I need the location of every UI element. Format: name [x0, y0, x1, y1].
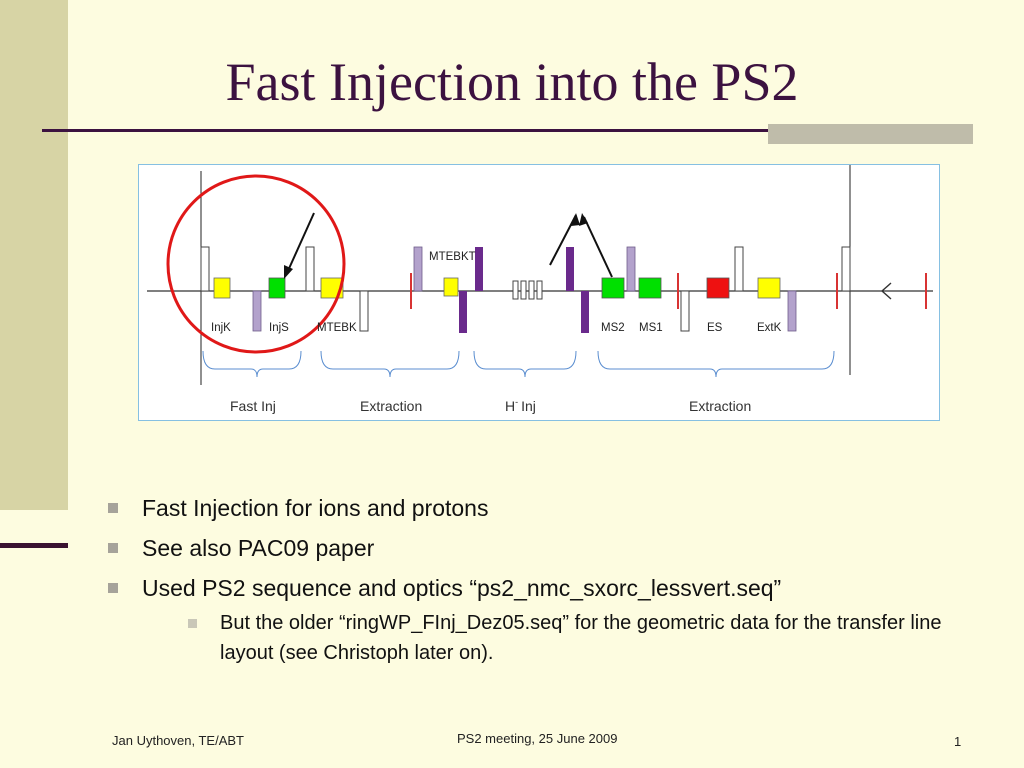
side-decoration-strip: [0, 0, 68, 510]
brace-h-inj: [473, 350, 577, 378]
magnet-white: [680, 290, 690, 332]
bullet-square-icon: [108, 543, 118, 553]
extraction-arrow-left: [549, 214, 577, 266]
magnet-purple: [566, 247, 574, 291]
fast-injection-highlight-circle: [166, 174, 346, 354]
label-mtebkt: MTEBKT: [429, 251, 476, 263]
magnet-white: [359, 290, 369, 332]
magnet-purple: [475, 247, 483, 291]
bullet-item: Fast Injection for ions and protons: [108, 488, 988, 528]
sub-bullet-square-icon: [188, 619, 197, 628]
title-rule: [42, 129, 972, 132]
stripper-element: [536, 280, 543, 300]
element-injs: [268, 277, 286, 299]
magnet-white: [305, 246, 315, 292]
label-injk: InjK: [211, 322, 231, 334]
injection-arrow-head: [284, 265, 293, 279]
bullet-square-icon: [108, 503, 118, 513]
side-decoration-line: [0, 543, 68, 548]
footer-author: Jan Uythoven, TE/ABT: [112, 733, 244, 748]
magnet-white: [734, 246, 744, 292]
stripper-element: [528, 280, 535, 300]
section-label-h-inj-prefix: H: [505, 398, 515, 414]
slide-title: Fast Injection into the PS2: [225, 52, 799, 112]
element-ms1: [638, 277, 662, 299]
beamline-diagram: InjK InjS MTEBK MTEBKT MS2 MS1 ES ExtK F…: [138, 164, 940, 421]
sub-bullet-item: But the older “ringWP_FInj_Dez05.seq” fo…: [188, 608, 988, 668]
element-ms2: [601, 277, 625, 299]
label-ms1: MS1: [639, 322, 663, 334]
magnet-lavender: [413, 246, 423, 292]
label-extk: ExtK: [757, 322, 782, 334]
stripper-element: [520, 280, 527, 300]
magnet-purple: [459, 291, 467, 333]
element-injk: [213, 277, 231, 299]
section-label-fast-inj: Fast Inj: [230, 398, 276, 414]
footer-page-number: 1: [954, 734, 962, 749]
magnet-lavender: [252, 290, 262, 332]
beam-direction-arrow: [880, 282, 892, 300]
stripper-element: [512, 280, 519, 300]
extraction-arrow-right-head: [579, 213, 588, 226]
extraction-arrow-right: [583, 216, 613, 278]
brace-extraction-1: [320, 350, 460, 378]
bullet-square-icon: [108, 583, 118, 593]
element-mtebkt: [443, 277, 459, 297]
title-rule-accent: [768, 124, 973, 144]
label-es: ES: [707, 322, 723, 334]
section-label-extraction-2: Extraction: [689, 398, 751, 414]
section-label-extraction-1: Extraction: [360, 398, 422, 414]
magnet-white: [200, 246, 210, 292]
bullet-item: Used PS2 sequence and optics “ps2_nmc_sx…: [108, 568, 988, 668]
label-injs: InjS: [269, 322, 289, 334]
label-mtebk: MTEBK: [317, 322, 357, 334]
section-label-h-inj-text: Inj: [521, 398, 536, 414]
injection-arrow: [286, 212, 315, 274]
section-label-h-inj: H- Inj: [505, 397, 536, 414]
magnet-purple: [581, 291, 589, 333]
section-label-h-inj-sup: -: [515, 397, 518, 407]
magnet-lavender: [787, 290, 797, 332]
brace-fast-inj: [202, 350, 302, 378]
extraction-arrow-left-head: [571, 213, 580, 226]
element-extk: [757, 277, 781, 299]
magnet-white: [841, 246, 851, 292]
bullet-list: Fast Injection for ions and protons See …: [108, 488, 988, 668]
sub-bullet-list: But the older “ringWP_FInj_Dez05.seq” fo…: [142, 608, 988, 668]
footer-meeting: PS2 meeting, 25 June 2009: [457, 731, 618, 746]
element-es: [706, 277, 730, 299]
label-ms2: MS2: [601, 322, 625, 334]
bullet-item: See also PAC09 paper: [108, 528, 988, 568]
brace-extraction-2: [597, 350, 835, 378]
magnet-lavender: [626, 246, 636, 292]
